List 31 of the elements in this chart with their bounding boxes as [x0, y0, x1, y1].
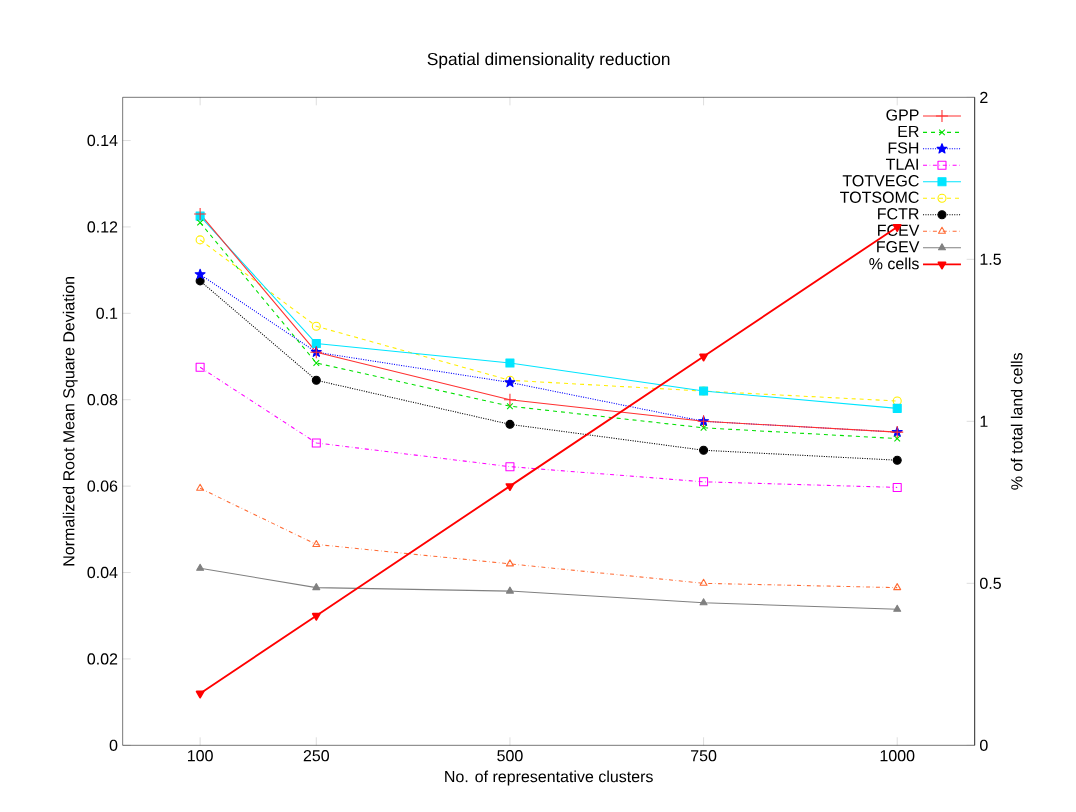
y2-tick-label: 0 [980, 739, 988, 751]
x-tick-label: 500 [497, 750, 523, 762]
legend-label: TOTSOMC [840, 191, 919, 203]
x-tick-label: 100 [187, 750, 213, 762]
legend-label: TOTVEGC [842, 175, 919, 187]
x-axis-title: No. of representative clusters [445, 770, 653, 786]
x-tick-label: 1000 [880, 750, 915, 762]
y-tick-label: 0.14 [87, 134, 118, 147]
legend-label: ER [898, 125, 919, 137]
x-tick-label: 250 [303, 750, 330, 762]
y2-tick-label: 1.5 [980, 253, 1001, 265]
y2-tick-label: 0.5 [980, 577, 1001, 589]
legend-label: % cells [869, 257, 919, 270]
y-tick-label: 0.1 [96, 307, 118, 319]
legend-label: FGEV [877, 241, 920, 253]
chart-title: Spatial dimensionality reduction [427, 52, 670, 69]
legend-label: GPP [886, 109, 919, 121]
y2-tick-label: 1 [980, 415, 988, 427]
x-tick-label: 750 [691, 750, 717, 762]
y-tick-label: 0 [109, 739, 118, 751]
y-tick-label: 0.02 [87, 653, 118, 665]
y-tick-label: 0.06 [87, 480, 118, 492]
y-tick-label: 0.04 [87, 566, 118, 579]
y2-tick-label: 2 [980, 91, 988, 103]
y-tick-label: 0.08 [87, 394, 118, 406]
y-tick-label: 0.12 [87, 221, 118, 233]
y2-axis-title: % of total land cells [1010, 353, 1023, 490]
y-axis-title: Normalized Root Mean Square Deviation [62, 277, 78, 566]
legend-label: FCTR [878, 208, 919, 220]
legend-label: FSH [888, 142, 919, 154]
legend-label: TLAI [885, 158, 918, 170]
